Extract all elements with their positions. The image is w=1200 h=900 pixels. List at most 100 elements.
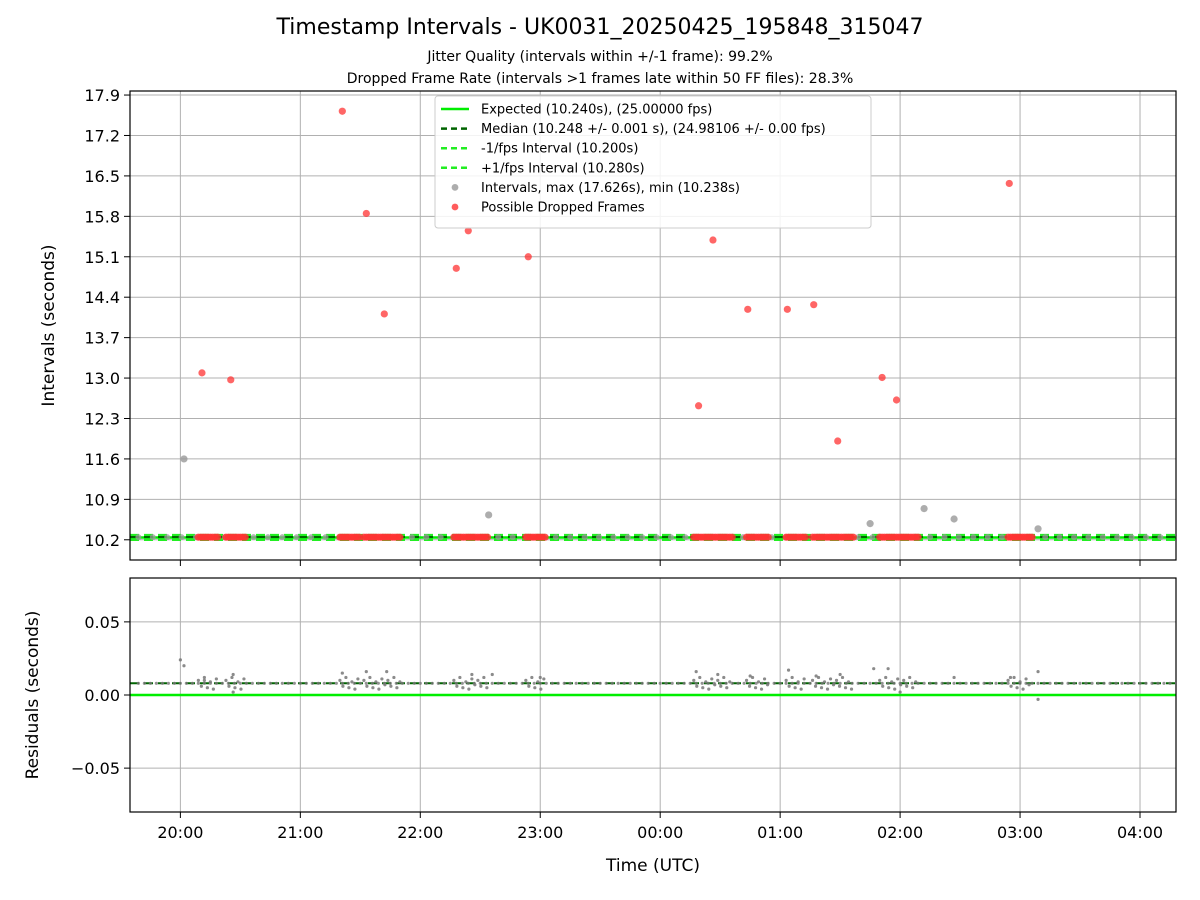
dropped-frame-point (524, 253, 532, 261)
residual-point (232, 681, 236, 685)
interval-point (164, 534, 171, 541)
interval-point (955, 534, 962, 541)
residual-point (898, 690, 902, 694)
legend-label: Intervals, max (17.626s), min (10.238s) (481, 181, 740, 196)
residual-point (452, 678, 456, 682)
interval-point (596, 534, 603, 541)
residual-point (371, 686, 375, 690)
residual-point (386, 678, 390, 682)
residual-point (220, 681, 224, 685)
residual-point (886, 681, 890, 685)
interval-point (1034, 525, 1042, 533)
residual-point (844, 681, 848, 685)
dropped-frame-point (694, 402, 703, 410)
residual-point (940, 681, 944, 685)
dropped-frame-point (801, 533, 809, 541)
dropped-frame-point (396, 533, 404, 541)
residual-point (610, 681, 614, 685)
x-tick-label: 03:00 (997, 823, 1043, 842)
residual-point (790, 675, 794, 680)
residual-point (846, 680, 851, 684)
residual-point (226, 681, 230, 685)
residual-point (244, 681, 248, 685)
residual-point (646, 681, 650, 685)
interval-point (135, 534, 142, 541)
residual-point (322, 681, 326, 685)
residual-point (514, 681, 518, 685)
residuals-y-axis-label: Residuals (seconds) (23, 611, 43, 780)
residual-point (350, 680, 354, 684)
residual-point (364, 670, 368, 674)
residual-point (502, 681, 506, 685)
residual-point (338, 678, 342, 682)
residual-point (484, 681, 488, 685)
residual-point (837, 684, 842, 688)
chart-title: Timestamp Intervals - UK0031_20250425_19… (276, 15, 924, 40)
residual-point (922, 681, 926, 685)
residual-point (340, 671, 344, 675)
residual-point (586, 681, 590, 685)
residual-point (370, 681, 374, 685)
residual-point (748, 681, 752, 685)
residual-point (460, 681, 464, 685)
residual-point (976, 681, 980, 685)
residual-point (508, 681, 512, 685)
residual-point (622, 681, 626, 685)
residual-point (233, 686, 237, 690)
residual-point (902, 678, 906, 682)
dropped-frame-point (227, 376, 235, 384)
residual-point (538, 675, 542, 680)
residual-point (1144, 681, 1148, 685)
y-tick-label: 16.5 (84, 167, 120, 186)
y-tick-label: 0.05 (84, 613, 120, 632)
intervals-legend: Expected (10.240s), (25.00000 fps) Median… (434, 95, 872, 229)
interval-point (624, 534, 631, 541)
interval-point (308, 534, 315, 541)
residual-point (353, 687, 357, 691)
residual-point (358, 681, 362, 685)
residual-point (385, 670, 389, 674)
intervals-points (135, 107, 1164, 541)
residual-point (754, 681, 758, 685)
dropped-frame-point (744, 305, 752, 313)
residual-point (352, 681, 356, 685)
residual-point (881, 684, 885, 688)
residual-point (214, 677, 218, 681)
residual-point (536, 680, 540, 684)
residual-point (701, 686, 705, 690)
residual-point (1102, 681, 1106, 685)
legend-intervals-swatch (451, 184, 459, 191)
interval-point (149, 534, 156, 541)
intervals-y-axis-label: Intervals (seconds) (39, 244, 59, 406)
residual-point (485, 686, 489, 690)
residual-point (1084, 681, 1088, 685)
residual-point (813, 684, 818, 688)
residual-point (730, 681, 734, 685)
residual-point (211, 687, 215, 691)
dropped-frame-point (914, 533, 922, 541)
residual-point (202, 681, 206, 685)
residuals-panel: −0.05 0.00 0.05 20:00 21:00 22:00 23:00 00:00 0… (23, 577, 1177, 876)
residual-point (394, 681, 398, 685)
residual-point (820, 681, 824, 685)
residual-point (1030, 681, 1034, 685)
residual-point (695, 684, 699, 688)
residual-point (688, 681, 692, 685)
interval-point (293, 534, 300, 541)
residual-point (310, 681, 314, 685)
interval-point (1042, 534, 1049, 541)
residual-point (136, 681, 140, 685)
residual-point (1108, 681, 1112, 685)
residual-point (574, 681, 578, 685)
residual-point (1042, 681, 1046, 685)
residual-point (580, 681, 584, 685)
interval-point (437, 534, 444, 541)
interval-point (1099, 534, 1106, 541)
residual-point (710, 677, 714, 681)
interval-point (495, 534, 502, 541)
residual-point (160, 681, 164, 685)
residual-point (227, 684, 231, 688)
residual-point (911, 686, 915, 690)
residual-point (784, 678, 788, 682)
residual-point (464, 680, 468, 684)
